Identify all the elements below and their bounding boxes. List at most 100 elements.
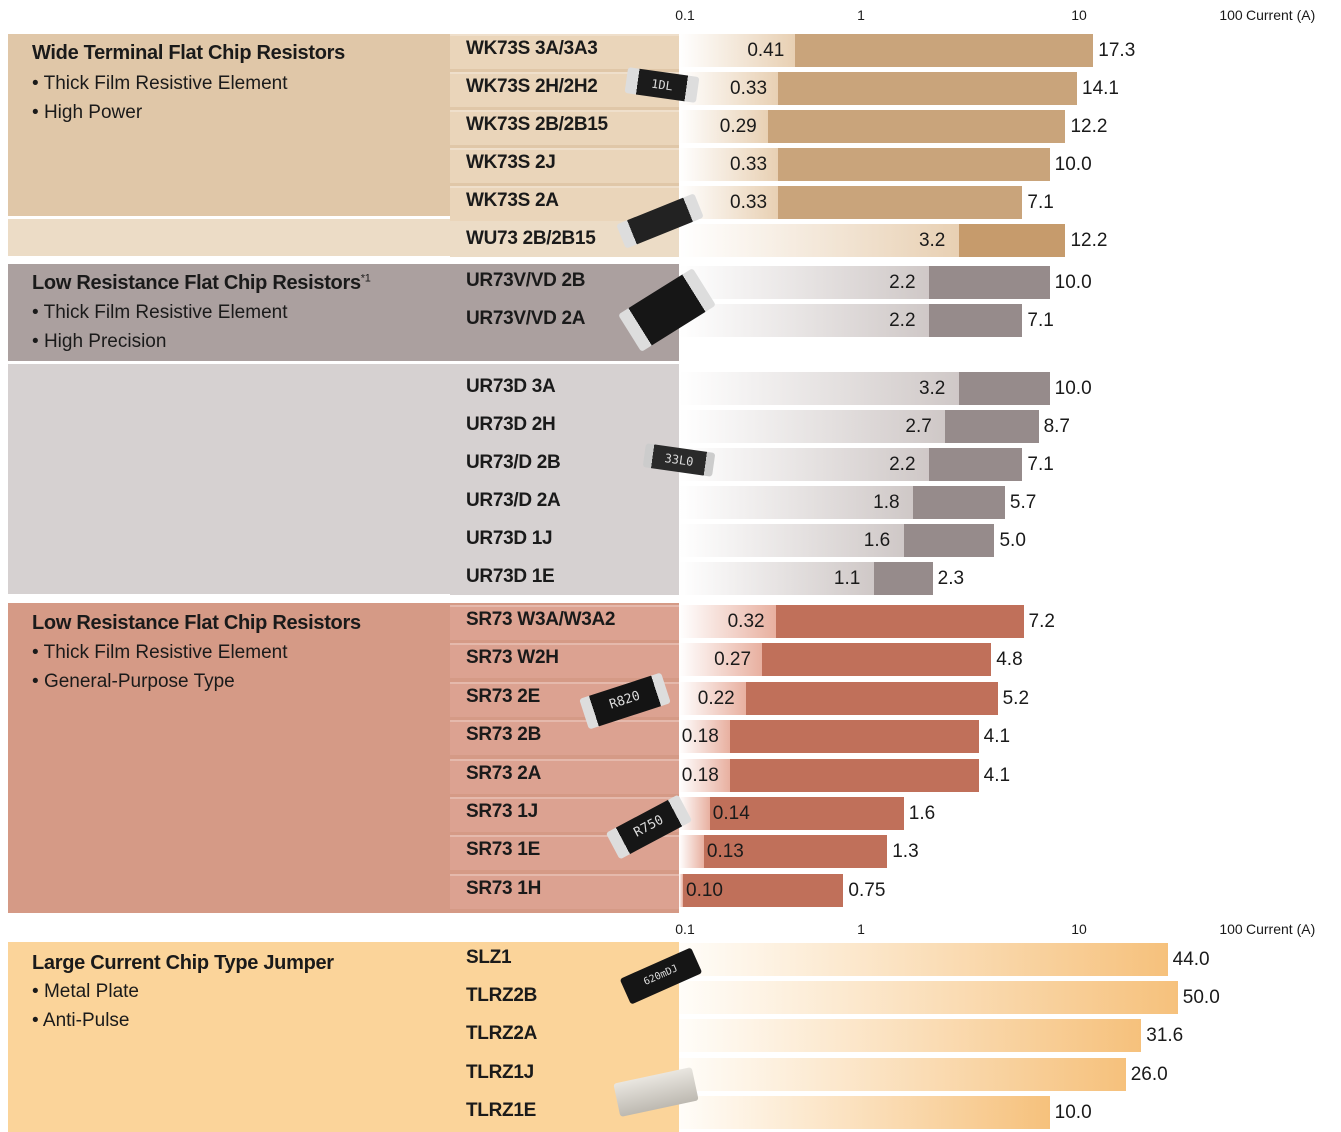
max-current-bar [775,605,1024,638]
max-current-label: 1.3 [892,841,919,863]
group-bullet: Anti-Pulse [32,1010,130,1032]
max-current-label: 1.6 [908,803,936,824]
product-name: SR73 2B [466,724,541,746]
min-current-label: 1.6 [863,530,891,551]
min-current-bar [679,148,779,181]
min-current-label: 0.41 [747,40,785,61]
max-current-bar [729,758,979,792]
product-strip [450,110,679,145]
max-current-label: 10.0 [1054,272,1092,293]
product-name: SR73 1E [466,839,540,861]
product-name: SR73 W3A/W3A2 [466,609,616,630]
group-bullet: Thick Film Resistive Element [32,73,288,95]
max-current-bar [679,981,1178,1015]
min-current-label: 0.18 [681,764,719,786]
min-current-bar [679,524,904,557]
group-title-text: Large Current Chip Type Jumper [32,952,334,974]
min-current-label: 3.2 [918,378,946,399]
max-current-label: 14.1 [1082,78,1119,99]
product-name: UR73/D 2A [466,490,561,511]
min-current-bar [679,34,796,67]
product-strip [450,562,679,595]
max-current-label: 10.0 [1054,1101,1092,1123]
max-current-bar [913,486,1005,519]
max-current-label: 5.7 [1009,492,1037,513]
max-current-label: 8.7 [1043,416,1070,437]
min-current-bar [679,372,959,405]
footnote-marker: *1 [360,272,371,285]
max-current-bar [795,34,1094,67]
axis-tick-100: 100 [1219,921,1243,937]
min-current-bar [679,873,683,907]
min-current-label: 2.2 [889,272,916,293]
product-strip [450,643,679,679]
product-name: UR73V/VD 2A [466,308,586,329]
max-current-bar [762,643,992,677]
group-title: Large Current Chip Type Jumper [32,952,334,975]
max-current-bar [709,797,904,830]
product-name: SR73 1J [466,801,538,822]
product-name: SR73 2A [466,762,541,784]
axis-tick-1: 1 [857,7,865,23]
min-current-bar [679,224,959,257]
product-name: SLZ1 [466,947,512,968]
max-current-bar [945,410,1039,443]
min-current-label: 3.2 [918,230,946,251]
product-name: TLRZ1J [466,1061,534,1083]
product-strip [450,720,679,756]
product-name: SR73 W2H [466,647,559,669]
group-bullet: Metal Plate [32,981,139,1003]
max-current-label: 5.0 [999,530,1026,551]
min-current-bar [679,448,930,481]
max-current-bar [778,72,1077,105]
min-current-bar [679,304,930,337]
min-current-label: 0.13 [706,841,744,863]
max-current-bar [683,873,844,907]
group-title: Low Resistance Flat Chip Resistors*1 [32,272,371,295]
min-current-bar [679,643,763,677]
max-current-bar [679,943,1168,976]
product-name: SR73 2E [466,685,540,707]
max-current-bar [929,304,1023,337]
min-current-bar [679,110,768,143]
min-current-label: 1.1 [833,568,861,589]
max-current-label: 12.2 [1070,116,1108,137]
product-strip [450,873,679,909]
min-current-bar [679,410,946,443]
min-current-label: 0.27 [714,649,752,671]
min-current-label: 1.8 [873,492,900,513]
max-current-label: 0.75 [848,879,886,901]
min-current-label: 2.7 [905,416,932,437]
axis-tick-100: 100 [1219,7,1243,23]
product-name: UR73/D 2B [466,452,561,473]
group-title-text: Low Resistance Flat Chip Resistors [32,612,361,634]
product-name: UR73D 1J [466,528,553,549]
max-current-label: 7.2 [1028,611,1055,632]
max-current-bar [729,720,979,754]
max-current-bar [703,835,888,869]
group-bullet: Thick Film Resistive Element [32,302,288,324]
axis-tick-1: 1 [857,921,865,937]
product-strip [450,410,679,443]
max-current-bar [958,224,1066,257]
product-strip [450,758,679,794]
max-current-label: 5.2 [1002,687,1030,709]
min-current-label: 2.2 [889,310,916,331]
product-name: WK73S 2J [466,152,556,173]
max-current-label: 7.1 [1027,310,1054,331]
min-current-label: 0.33 [730,154,768,175]
max-current-bar [873,562,933,595]
product-strip [450,266,679,299]
max-current-bar [778,148,1050,181]
max-current-label: 26.0 [1130,1063,1168,1085]
max-current-label: 4.1 [983,764,1011,786]
min-current-bar [679,605,776,638]
group-title: Low Resistance Flat Chip Resistors [32,612,361,635]
min-current-bar [679,266,930,299]
max-current-bar [679,1057,1126,1091]
product-name: WK73S 3A/3A3 [466,38,598,59]
max-current-bar [778,186,1023,219]
axis-unit-label: Current (A) [1246,921,1316,937]
min-current-label: 0.10 [686,879,723,901]
min-current-label: 0.33 [730,78,768,99]
